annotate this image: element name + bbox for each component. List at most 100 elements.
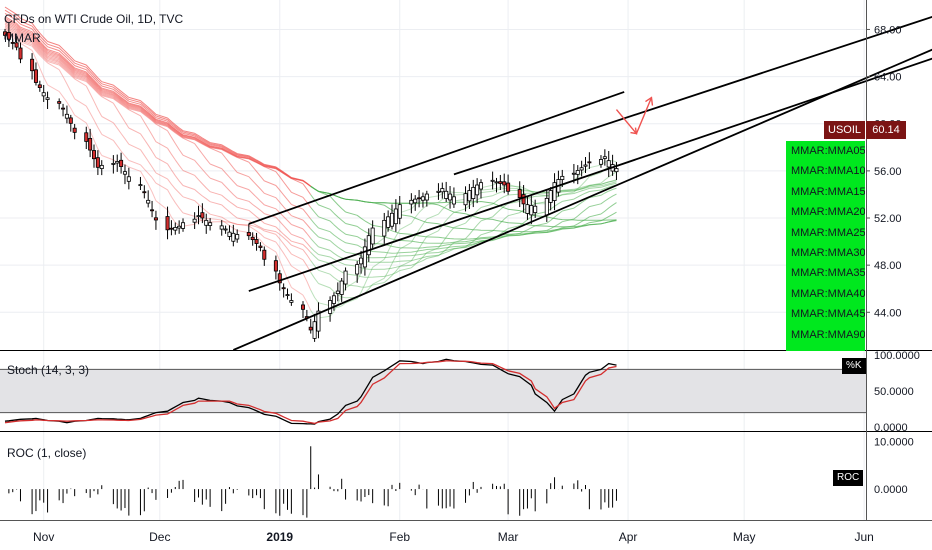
candle-body [273,260,278,272]
candle-body [227,231,232,237]
candle-body [382,219,387,237]
candle-body [277,273,282,284]
time-tick-label: Nov [33,530,54,544]
candle-body [339,280,344,295]
candle-body [119,159,124,167]
candle-body [463,193,468,206]
roc-tick-label: 0.0000 [874,484,908,496]
candle-body [246,232,251,237]
ma-line-red [4,22,312,230]
candle-body [72,127,77,133]
candle-body [575,170,580,175]
ma-line-red [4,25,312,248]
candle-body [448,193,453,201]
candle-body [14,42,19,48]
legend-item[interactable]: MMAR:MMA40 [791,287,865,300]
candle-body [223,228,228,231]
roc-bars [8,446,617,518]
stoch-tick-label: 100.0000 [874,350,920,362]
legend-item[interactable]: MMAR:MMA30 [791,246,865,259]
candles [3,22,619,342]
candle-body [122,171,127,175]
symbol-tag: USOIL [824,121,866,139]
candle-body [68,117,73,124]
arrow-head [630,127,638,135]
pane-separators [0,0,932,521]
ma-line-green [310,187,617,254]
candle-body [335,290,340,294]
candle-body [262,249,267,260]
price-tick-label: 44.00 [874,307,902,319]
candle-body [413,198,418,204]
candle-body [173,227,178,231]
stoch-badge: %K [842,358,866,374]
candle-body [386,216,391,228]
stoch-label: Stoch (14, 3, 3) [7,363,90,377]
stoch-line [4,360,617,425]
candle-body [126,176,131,182]
candle-body [204,219,209,226]
candle-body [366,235,371,256]
candle-body [598,159,603,165]
candle-body [33,69,38,83]
candle-body [146,199,151,204]
candle-body [10,42,15,44]
legend-item[interactable]: MMAR:MMA10 [791,165,865,178]
stoch-lines [4,358,617,425]
candle-body [250,236,255,241]
candle-body [614,168,619,173]
trendlines [232,16,932,351]
candle-body [208,222,213,226]
candle-body [138,184,143,187]
candle-body [92,150,97,160]
candle-body [606,160,611,168]
price-tick-label: 52.00 [874,213,902,225]
candle-body [451,196,456,205]
ma-line-red [4,23,312,239]
legend-item[interactable]: MMAR:MMA15 [791,185,865,198]
candle-body [498,181,503,184]
candle-body [3,31,8,36]
candle-body [552,182,557,201]
candle-body [57,101,62,104]
legend-item[interactable]: MMAR:MMA25 [791,226,865,239]
candle-body [444,190,449,199]
legend-item[interactable]: MMAR:MMA20 [791,206,865,219]
roc-tick-label: 10.0000 [874,437,914,449]
candle-body [177,225,182,229]
candle-body [99,164,104,169]
chart-title: CFDs on WTI Crude Oil, 1D, TVC [4,12,184,26]
price-tick-label: 56.00 [874,166,902,178]
stoch-tick-label: 0.0000 [874,422,908,434]
time-tick-label: Jun [854,530,873,544]
candle-body [64,113,69,119]
candle-body [6,31,11,40]
candle-body [153,217,158,221]
trendline [248,91,625,225]
legend-item[interactable]: MMAR:MMA35 [791,267,865,280]
trendline [232,48,932,351]
candle-body [602,156,607,159]
legend-item[interactable]: MMAR:MMA90 [791,328,865,341]
ma-line-red [4,27,312,253]
roc-label: ROC (1, close) [7,446,87,460]
candle-body [533,205,538,213]
candle-body [308,326,313,331]
candle-body [343,270,348,285]
overlay-label: MMAR [4,31,41,45]
candle-body [362,246,367,268]
candle-body [84,132,89,142]
legend-item[interactable]: MMAR:MMA05 [791,145,865,157]
legend-item[interactable]: MMAR:MMA45 [791,308,865,321]
candle-body [479,182,484,190]
candle-body [424,193,429,201]
time-tick-label: Feb [389,530,410,544]
roc-badge: ROC [833,470,864,486]
candle-body [254,239,259,244]
candle-body [471,186,476,199]
candle-body [88,137,93,151]
candle-body [200,212,205,219]
candle-body [397,204,402,219]
time-axis[interactable]: Nov Dec 2019 Feb Mar Apr May Jun [33,530,874,544]
